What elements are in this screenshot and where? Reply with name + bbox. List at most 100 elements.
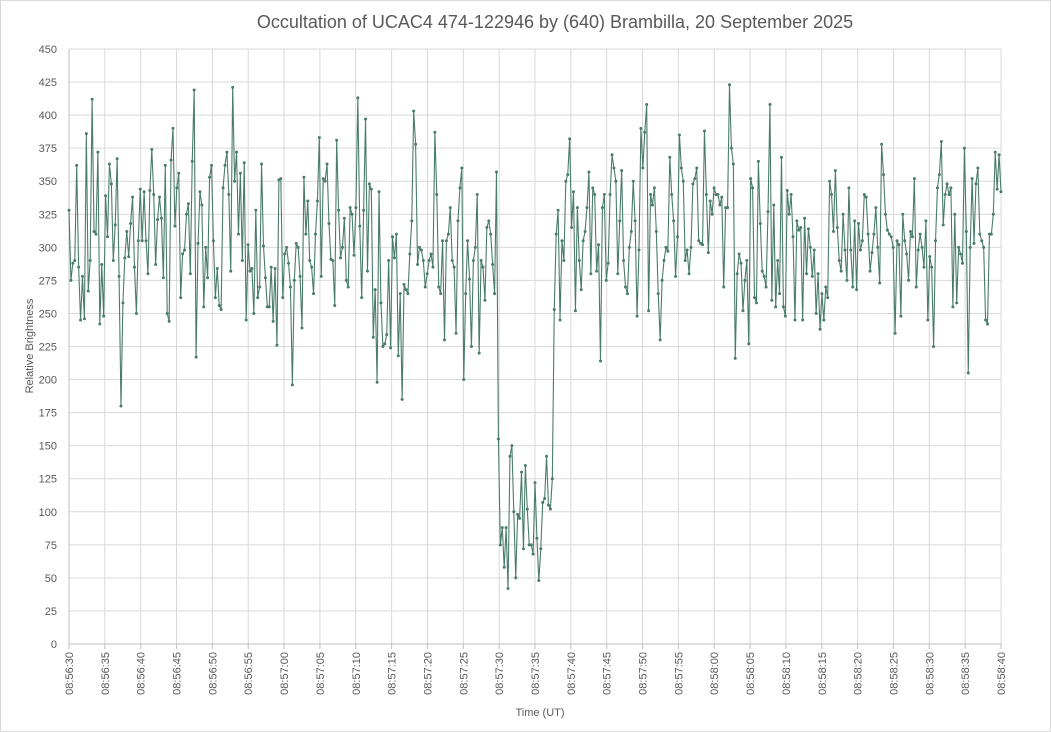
data-point [681, 179, 685, 183]
data-point [240, 259, 244, 263]
data-point [202, 305, 206, 309]
data-point [344, 278, 348, 282]
data-point [533, 481, 537, 485]
data-point [389, 346, 393, 350]
data-point [502, 565, 506, 569]
data-point [577, 259, 581, 263]
data-point [991, 212, 995, 216]
data-point [229, 269, 233, 273]
data-point [454, 331, 458, 335]
data-point [335, 138, 339, 142]
data-point [125, 229, 129, 233]
data-point [441, 239, 445, 243]
data-point [633, 219, 637, 223]
data-point [154, 263, 158, 267]
data-point [926, 318, 930, 322]
data-point [375, 380, 379, 384]
x-tick-label: 08:58:20 [853, 652, 865, 695]
data-point [246, 243, 250, 247]
data-point [791, 235, 795, 239]
data-point [481, 265, 485, 269]
data-point [67, 208, 71, 212]
data-point [986, 322, 990, 326]
x-tick-label: 08:57:20 [422, 652, 434, 695]
data-point [417, 245, 421, 249]
data-point [183, 248, 187, 252]
data-point [310, 265, 314, 269]
data-point [689, 245, 693, 249]
data-point [579, 288, 583, 292]
data-point [184, 212, 188, 216]
data-point [637, 248, 641, 252]
x-tick-label: 08:56:35 [100, 652, 112, 695]
data-point [978, 232, 982, 236]
data-point [221, 186, 225, 190]
data-point [213, 296, 217, 300]
data-point [937, 173, 941, 177]
data-point [966, 371, 970, 375]
data-point [733, 356, 737, 360]
data-point [614, 179, 618, 183]
data-point [416, 263, 420, 267]
data-point [325, 162, 329, 166]
data-point [188, 272, 192, 276]
data-point [781, 305, 785, 309]
data-point [959, 252, 963, 256]
data-point [456, 219, 460, 223]
x-tick-label: 08:56:40 [136, 652, 148, 695]
data-point [113, 223, 117, 227]
y-tick-label: 450 [39, 44, 57, 56]
data-point [138, 187, 142, 191]
data-point [810, 274, 814, 278]
data-point [132, 265, 136, 269]
data-point [974, 182, 978, 186]
data-point [616, 272, 620, 276]
data-point [71, 261, 75, 265]
data-point [131, 195, 135, 199]
data-point [371, 335, 375, 339]
data-point [918, 232, 922, 236]
data-point [350, 212, 354, 216]
data-point [924, 219, 928, 223]
data-point [550, 477, 554, 481]
data-point [121, 301, 125, 305]
data-point [903, 239, 907, 243]
data-point [799, 226, 803, 229]
data-point [275, 343, 279, 347]
data-point [606, 261, 610, 265]
data-point [333, 304, 337, 308]
y-tick-label: 225 [39, 342, 57, 354]
data-point [687, 272, 691, 276]
data-point [300, 326, 304, 330]
data-point [529, 543, 533, 547]
data-point [645, 103, 649, 107]
data-point [86, 289, 90, 293]
data-point [708, 199, 712, 203]
data-point [408, 252, 412, 256]
data-point [739, 261, 743, 265]
data-point [506, 586, 510, 590]
data-point [208, 175, 212, 179]
data-point [907, 278, 911, 282]
data-point [932, 345, 936, 348]
data-point [935, 186, 939, 190]
data-point [194, 355, 198, 359]
data-point [290, 383, 294, 387]
x-tick-label: 08:56:30 [64, 652, 76, 695]
data-point [306, 199, 310, 203]
x-tick-label: 08:57:15 [387, 652, 399, 695]
data-point [749, 177, 753, 181]
data-point [620, 169, 624, 173]
data-point [215, 266, 219, 270]
data-point [248, 269, 252, 273]
data-point [500, 526, 504, 530]
data-point [260, 162, 264, 166]
data-point [797, 228, 801, 232]
data-point [737, 252, 741, 256]
data-point [760, 269, 764, 273]
data-point [722, 285, 726, 289]
data-point [997, 153, 1001, 157]
data-point [598, 359, 602, 363]
data-point [677, 133, 681, 137]
data-point [98, 322, 102, 326]
